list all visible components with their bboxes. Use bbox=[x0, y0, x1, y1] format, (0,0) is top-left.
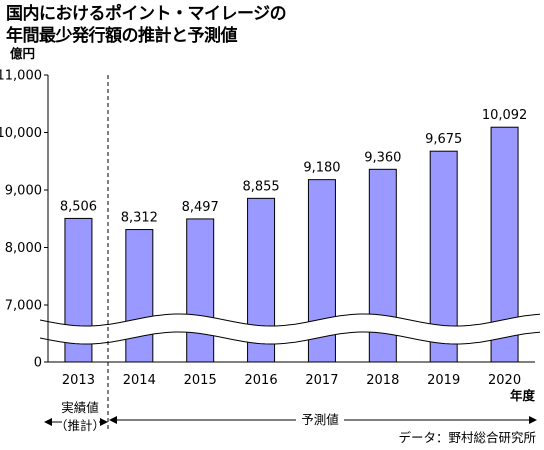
y-axis-unit-label: 億円 bbox=[10, 46, 35, 61]
bar-2014 bbox=[125, 229, 154, 363]
bar-2015 bbox=[186, 218, 215, 363]
x-tick-label: 2013 bbox=[62, 373, 95, 388]
value-label-2017: 9,180 bbox=[303, 161, 340, 176]
value-label-2014: 8,312 bbox=[121, 211, 158, 226]
axis-break-line-top bbox=[39, 313, 541, 327]
x-axis-unit-label: 年度 bbox=[510, 388, 536, 403]
y-tick-label: 9,000 bbox=[5, 184, 42, 199]
actual-label-line-2: （推計） bbox=[55, 418, 105, 433]
x-tick-label: 2016 bbox=[245, 373, 278, 388]
value-label-2019: 9,675 bbox=[425, 132, 462, 147]
y-tick-label: 0 bbox=[34, 356, 42, 371]
x-tick-label: 2020 bbox=[488, 373, 521, 388]
axis-break-line-bottom bbox=[39, 331, 541, 345]
value-label-2018: 9,360 bbox=[364, 150, 401, 165]
source-note: データ：野村総合研究所 bbox=[398, 430, 536, 445]
y-tick-label: 11,000 bbox=[0, 69, 42, 84]
forecast-label: 予測値 bbox=[301, 412, 339, 427]
chart-title-line-1: 国内におけるポイント・マイレージの bbox=[6, 4, 287, 24]
x-tick-label: 2018 bbox=[366, 373, 399, 388]
x-tick-label: 2014 bbox=[123, 373, 156, 388]
x-tick-label: 2015 bbox=[184, 373, 217, 388]
value-label-2015: 8,497 bbox=[182, 200, 219, 215]
actual-label-line-1: 実績値 bbox=[61, 400, 99, 415]
value-label-2020: 10,092 bbox=[482, 108, 528, 123]
y-tick-label: 7,000 bbox=[5, 299, 42, 314]
x-tick-label: 2019 bbox=[427, 373, 460, 388]
x-tick-label: 2017 bbox=[305, 373, 338, 388]
value-label-2013: 8,506 bbox=[60, 199, 97, 214]
chart-title-line-2: 年間最少発行額の推計と予測値 bbox=[6, 26, 238, 46]
value-label-2016: 8,855 bbox=[242, 179, 279, 194]
axis-break-band bbox=[40, 314, 540, 344]
y-tick-label: 8,000 bbox=[5, 241, 42, 256]
y-tick-label: 10,000 bbox=[0, 126, 42, 141]
